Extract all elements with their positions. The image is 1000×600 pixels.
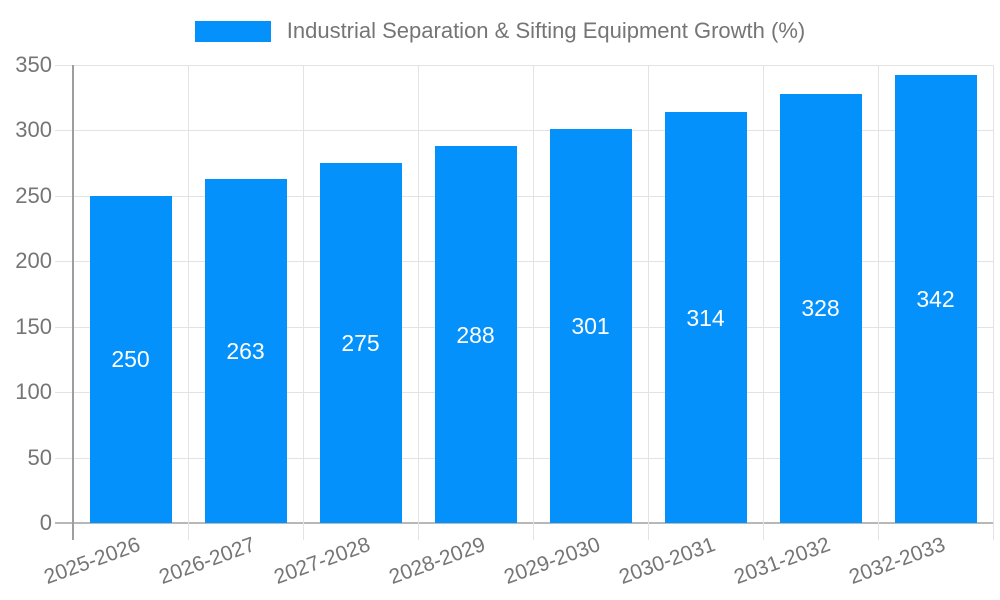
y-axis-tick-label: 0 — [39, 510, 52, 535]
legend-swatch — [194, 20, 271, 42]
gridline-vertical — [533, 65, 534, 540]
gridline-horizontal — [55, 130, 993, 132]
gridline-vertical — [993, 65, 994, 540]
x-axis-tick-label: 2028-2029 — [386, 533, 489, 589]
bar-2031-2032 — [779, 93, 862, 523]
gridline-horizontal — [55, 457, 993, 459]
gridline-vertical — [188, 65, 189, 540]
x-axis-tick-label: 2025-2026 — [41, 533, 144, 589]
y-axis-tick-label: 300 — [15, 117, 52, 143]
x-axis-tick-label: 2031-2032 — [731, 533, 834, 589]
y-axis-tick-label: 100 — [15, 379, 52, 405]
gridline-vertical — [303, 65, 304, 540]
x-axis-tick-label: 2029-2030 — [501, 533, 604, 589]
bar-2026-2027 — [204, 178, 287, 523]
bar-2030-2031 — [664, 112, 747, 523]
bar-2025-2026 — [89, 195, 172, 523]
gridline-horizontal — [55, 261, 993, 263]
y-axis-tick-label: 150 — [15, 313, 52, 339]
bar-value-label: 288 — [456, 321, 495, 348]
gridline-horizontal — [55, 195, 993, 197]
x-axis-tick-label: 2026-2027 — [156, 533, 259, 589]
gridline-horizontal — [55, 65, 993, 66]
gridline-vertical — [763, 65, 764, 540]
bar-value-label: 275 — [341, 330, 380, 357]
gridline-vertical — [418, 65, 419, 540]
x-axis-tick-label: 2030-2031 — [616, 533, 719, 589]
bar-value-label: 342 — [916, 286, 955, 313]
chart-title: Industrial Separation & Sifting Equipmen… — [286, 18, 806, 43]
y-axis-tick-label: 350 — [15, 52, 52, 77]
chart-legend[interactable]: Industrial Separation & Sifting Equipmen… — [0, 18, 1000, 44]
bar-2032-2033 — [894, 75, 977, 523]
y-axis-tick-label: 50 — [27, 444, 52, 470]
bar-value-label: 263 — [226, 337, 265, 364]
gridline-vertical — [648, 65, 649, 540]
y-axis-line — [72, 65, 74, 540]
bar-value-label: 250 — [111, 346, 150, 373]
bar-2027-2028 — [319, 163, 402, 523]
x-axis-tick-label: 2027-2028 — [271, 533, 374, 589]
y-axis-tick-label: 250 — [15, 182, 52, 208]
gridline-vertical — [878, 65, 879, 540]
x-axis-tick-label: 2032-2033 — [846, 533, 949, 589]
bar-value-label: 328 — [801, 295, 840, 322]
x-axis-line — [55, 522, 993, 524]
bar-2028-2029 — [434, 146, 517, 523]
bar-value-label: 314 — [686, 304, 725, 331]
bar-2029-2030 — [549, 129, 632, 523]
gridline-horizontal — [55, 392, 993, 394]
bar-value-label: 301 — [571, 313, 610, 340]
gridline-horizontal — [55, 326, 993, 328]
y-axis-tick-label: 200 — [15, 248, 52, 274]
